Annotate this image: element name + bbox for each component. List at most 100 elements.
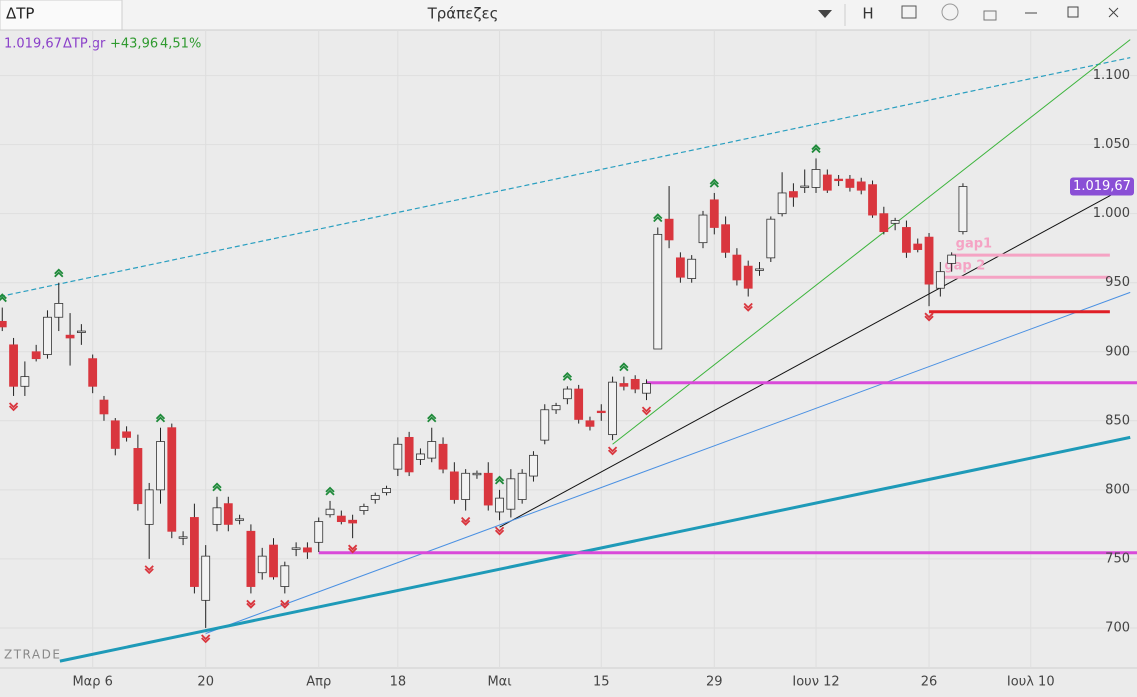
candle-body (336, 515, 346, 523)
down-signal (8, 402, 19, 412)
candle-body (483, 472, 493, 506)
candle-body (257, 555, 267, 574)
panel-icon[interactable] (901, 5, 917, 19)
y-tick-label: 950 (1105, 275, 1130, 290)
x-tick-label: Μαρ 6 (72, 675, 112, 690)
candle-body (54, 303, 64, 318)
up-signal (0, 293, 7, 303)
maximize-icon[interactable] (1067, 6, 1079, 18)
candle-body (472, 472, 482, 476)
candle-body (404, 436, 414, 473)
candle-body (630, 378, 640, 390)
x-tick-label: 26 (921, 675, 938, 690)
candle-body (223, 503, 233, 525)
candle-body (76, 330, 86, 333)
up-signal (653, 213, 663, 223)
down-signal (201, 634, 211, 644)
quote-icon[interactable] (941, 3, 959, 21)
candle-body (540, 409, 550, 441)
candle-body (913, 243, 923, 250)
info-symbol: ΔΤΡ.gr (63, 37, 106, 52)
candle-body (9, 344, 18, 387)
candle-body (427, 441, 437, 459)
candle-body (235, 518, 245, 521)
candle-body (529, 454, 538, 477)
candle-body (879, 213, 889, 233)
line-label: gap1 (956, 237, 992, 252)
candle-body (856, 181, 866, 191)
candle-body (958, 186, 968, 233)
up-signal (54, 268, 64, 278)
candle-body (438, 443, 448, 470)
candle-body (370, 494, 380, 500)
candle-body (574, 388, 584, 420)
price-tag (1070, 177, 1134, 196)
x-tick-label: Ιουλ 10 (1007, 675, 1055, 690)
x-tick-label: 18 (390, 675, 407, 690)
candle-body (348, 519, 358, 524)
candle-body (156, 441, 165, 491)
candle-body (269, 544, 278, 578)
candle-body (721, 224, 731, 253)
candle-body (619, 383, 629, 387)
y-tick-label: 1.050 (1093, 137, 1130, 152)
candle-body (902, 227, 911, 253)
candle-body (167, 427, 177, 532)
candle-body (777, 192, 787, 215)
watermark: ZTRADE (4, 648, 61, 662)
candle-body (664, 218, 674, 241)
candle-body (303, 547, 312, 553)
candle-body (144, 489, 154, 525)
candle-body (461, 472, 471, 500)
candle-body (596, 410, 606, 414)
down-signal (641, 406, 652, 416)
candle-body (280, 565, 290, 587)
candle-body (43, 316, 52, 355)
candle-body (743, 265, 753, 289)
candle-body (325, 508, 335, 516)
candle-body (201, 555, 211, 601)
candle-body (562, 388, 572, 400)
candle-body (732, 254, 742, 281)
candle-body (755, 268, 764, 271)
lock-icon[interactable] (983, 10, 997, 21)
up-signal (494, 475, 505, 485)
candle-body (0, 320, 7, 328)
h-button[interactable]: H (862, 5, 873, 23)
candle-body (382, 488, 391, 494)
up-signal (325, 486, 335, 496)
x-tick-label: 29 (706, 675, 723, 690)
price-tag-label: 1.019,67 (1073, 179, 1131, 194)
tab[interactable] (0, 0, 123, 31)
candle-body (31, 351, 41, 360)
up-signal (811, 144, 821, 154)
candle-body (608, 381, 617, 436)
down-signal (494, 526, 505, 536)
candle-body (133, 448, 143, 505)
candle-body (766, 218, 776, 259)
up-signal (562, 372, 573, 381)
y-tick-label: 750 (1105, 551, 1130, 566)
candle-body (212, 507, 222, 525)
candle-body (800, 185, 810, 188)
candle-body (947, 254, 957, 264)
candle-body (675, 257, 685, 278)
y-tick-label: 850 (1105, 413, 1130, 428)
candle-body (698, 214, 708, 244)
candle-body (99, 399, 109, 415)
candle-body (709, 199, 719, 228)
y-tick-label: 700 (1105, 620, 1130, 635)
up-signal (155, 413, 166, 423)
x-tick-label: 20 (197, 675, 214, 690)
close-icon[interactable] (1108, 7, 1119, 18)
tab-label: ΔΤΡ (6, 5, 34, 23)
dropdown-icon[interactable] (818, 10, 832, 18)
candle-body (845, 178, 855, 188)
trend-line (499, 184, 1131, 528)
candle-body (122, 431, 131, 438)
candle-body (653, 233, 663, 350)
candle-body (178, 536, 188, 539)
candle-body (449, 471, 459, 500)
down-signal (144, 565, 154, 575)
